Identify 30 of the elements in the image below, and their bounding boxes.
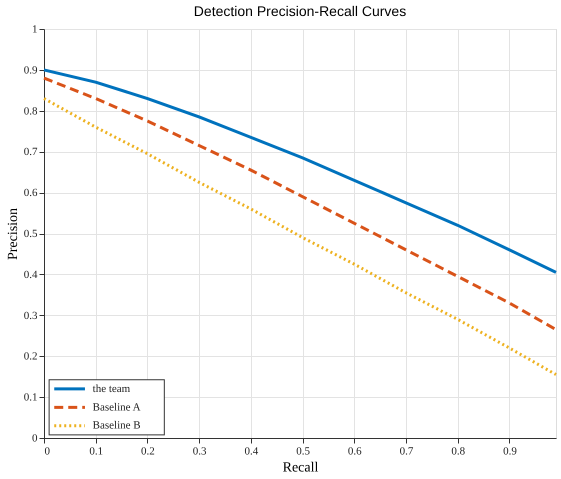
x-axis-title: Recall bbox=[282, 460, 318, 476]
x-tick-label: 0.1 bbox=[89, 446, 104, 458]
line-series bbox=[42, 97, 558, 376]
y-tick-label: 0.7 bbox=[24, 146, 38, 158]
x-tick-label: 0.6 bbox=[348, 446, 362, 458]
y-tick-label: 0.6 bbox=[24, 187, 38, 200]
y-tick-label: 0.3 bbox=[24, 310, 38, 322]
chart-title: Detection Precision-Recall Curves bbox=[194, 3, 406, 19]
y-tick-label: 0.8 bbox=[24, 105, 38, 118]
line-series bbox=[42, 68, 558, 274]
y-tick-label: 1 bbox=[32, 24, 38, 36]
x-tick-label: 0.7 bbox=[400, 446, 414, 458]
x-tick-label: 0.8 bbox=[451, 446, 466, 458]
y-tick-label: 0 bbox=[32, 432, 38, 444]
legend-label: the team bbox=[92, 382, 131, 395]
y-tick-label: 0.2 bbox=[24, 350, 38, 363]
x-tick-label: 0.2 bbox=[141, 446, 155, 458]
y-tick-label: 0.1 bbox=[24, 392, 38, 404]
y-tick-label: 0.9 bbox=[24, 64, 38, 76]
y-tick-label: 0.4 bbox=[24, 268, 38, 281]
y-tick-label: 0.5 bbox=[24, 228, 38, 240]
x-tick-label: 0.3 bbox=[192, 446, 208, 458]
x-tick-label: 0.4 bbox=[244, 446, 259, 458]
legend-label: Baseline B bbox=[92, 420, 141, 432]
x-tick-label: 0.9 bbox=[503, 446, 518, 458]
x-tick-label: 0.5 bbox=[296, 446, 310, 458]
line-series bbox=[42, 76, 558, 332]
y-axis-title: Precision bbox=[6, 208, 21, 260]
legend-label: Baseline A bbox=[92, 401, 141, 414]
x-tick-label: 0 bbox=[44, 446, 50, 458]
